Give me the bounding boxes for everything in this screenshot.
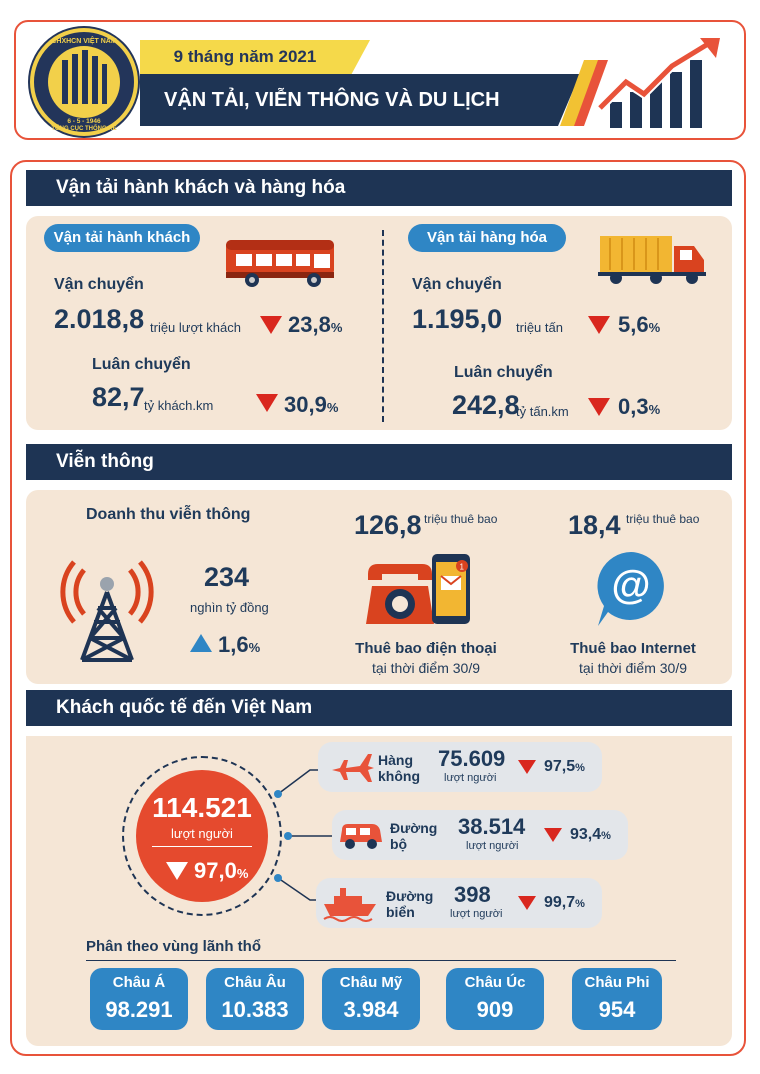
logo-text-bottom: TỔNG CỤC THỐNG KÊ (51, 126, 117, 132)
mode-unit-sea: lượt người (450, 908, 503, 920)
telephone-icon: 1 (366, 554, 470, 624)
mode-change-sea: 99,7% (544, 894, 585, 911)
growth-chart-icon (596, 38, 720, 128)
mode-change-road: 93,4% (570, 826, 611, 843)
passenger-rotate-change: 30,9% (284, 392, 339, 417)
region-asia: Châu Á 98.291 (90, 968, 188, 1030)
divider (86, 960, 676, 961)
ship-icon (323, 888, 376, 922)
phone-label: Thuê bao điện thoại (355, 640, 497, 657)
section-header-tourism: Khách quốc tế đến Việt Nam (26, 690, 732, 726)
internet-at-icon: @ (597, 552, 664, 626)
decrease-arrow-icon (166, 862, 188, 880)
cargo-carry-value: 1.195,0 (412, 304, 503, 334)
cargo-rotate-value: 242,8 (452, 390, 520, 420)
mode-change-air: 97,5% (544, 758, 585, 775)
truck-icon (598, 236, 706, 284)
telecom-revenue-change: 1,6% (218, 632, 261, 657)
region-africa: Châu Phi 954 (572, 968, 662, 1030)
cargo-carry-unit: triệu tấn (516, 320, 563, 335)
telecom-revenue-value: 234 (204, 562, 250, 592)
passenger-carry-unit: triệu lượt khách (150, 320, 241, 335)
logo-emblem (48, 46, 120, 118)
gso-logo: CHXHCN VIỆT NAM 6 - 5 - 1946 TỔNG CỤC TH… (30, 28, 138, 136)
telecom-revenue-unit: nghìn tỷ đồng (190, 600, 269, 615)
decrease-arrow-icon (588, 398, 610, 416)
phone-value: 126,8 (354, 510, 422, 540)
passenger-carry-value: 2.018,8 (54, 304, 145, 334)
divider (152, 846, 252, 847)
signal-tower-icon (60, 560, 154, 662)
internet-label: Thuê bao Internet (570, 640, 696, 657)
period-label: 9 tháng năm 2021 (173, 47, 317, 66)
region-america: Châu Mỹ 3.984 (322, 968, 420, 1030)
car-icon (340, 824, 382, 849)
phone-unit: triệu thuê bao (424, 512, 498, 526)
passenger-rotate-unit: tỷ khách.km (144, 398, 214, 413)
logo-date: 6 - 5 - 1946 (67, 118, 101, 125)
logo-text-top: CHXHCN VIỆT NAM (51, 38, 117, 45)
bus-icon (226, 240, 334, 287)
airplane-icon (332, 754, 374, 782)
increase-arrow-icon (190, 634, 212, 652)
mode-unit-road: lượt người (466, 840, 519, 852)
decrease-arrow-icon (518, 760, 536, 774)
decrease-arrow-icon (518, 896, 536, 910)
cargo-carry-label: Vận chuyển (412, 276, 502, 293)
region-australia: Châu Úc 909 (446, 968, 544, 1030)
mode-value-air: 75.609 (438, 746, 506, 771)
period-band: 9 tháng năm 2021 (140, 40, 370, 74)
divider (382, 230, 384, 422)
internet-sub: tại thời điểm 30/9 (578, 660, 687, 676)
total-visitors-unit: lượt người (171, 826, 233, 841)
cargo-carry-change: 5,6% (618, 312, 661, 337)
passenger-carry-change: 23,8% (288, 312, 343, 337)
title-band: VẬN TẢI, VIỄN THÔNG VÀ DU LỊCH (140, 74, 580, 126)
cargo-pill: Vận tải hàng hóa (408, 224, 566, 252)
cargo-rotate-change: 0,3% (618, 394, 661, 419)
building-icon (62, 50, 107, 104)
mode-name-air: Hàng không (378, 752, 420, 784)
decrease-arrow-icon (256, 394, 278, 412)
mode-name-road: Đường bộ (390, 820, 438, 852)
region-heading: Phân theo vùng lãnh thổ (86, 938, 261, 955)
mode-name-sea: Đường biển (386, 888, 434, 920)
section-header-transport: Vận tải hành khách và hàng hóa (26, 170, 732, 206)
mode-value-sea: 398 (454, 882, 491, 907)
region-europe: Châu Âu 10.383 (206, 968, 304, 1030)
passenger-pill: Vận tải hành khách (44, 224, 200, 252)
telecom-revenue-label: Doanh thu viễn thông (86, 506, 251, 523)
total-visitors-change: 97,0% (194, 858, 249, 883)
passenger-rotate-value: 82,7 (92, 382, 145, 412)
notification-badge: 1 (460, 563, 465, 572)
mode-unit-air: lượt người (444, 772, 497, 784)
section-header-telecom: Viễn thông (26, 444, 732, 480)
passenger-rotate-label: Luân chuyển (92, 356, 191, 373)
cargo-rotate-label: Luân chuyển (454, 364, 553, 381)
phone-sub: tại thời điểm 30/9 (371, 660, 480, 676)
total-circle (136, 770, 268, 902)
decrease-arrow-icon (260, 316, 282, 334)
cargo-rotate-unit: tỷ tấn.km (516, 404, 569, 419)
svg-text:@: @ (611, 563, 650, 607)
internet-unit: triệu thuê bao (626, 512, 700, 526)
mode-value-road: 38.514 (458, 814, 526, 839)
internet-value: 18,4 (568, 510, 621, 540)
passenger-carry-label: Vận chuyển (54, 276, 144, 293)
mode-row-road (332, 810, 628, 860)
decrease-arrow-icon (544, 828, 562, 842)
total-circle-ring (122, 756, 282, 916)
decrease-arrow-icon (588, 316, 610, 334)
total-visitors-value: 114.521 (152, 792, 252, 823)
page-title: VẬN TẢI, VIỄN THÔNG VÀ DU LỊCH (164, 89, 500, 111)
